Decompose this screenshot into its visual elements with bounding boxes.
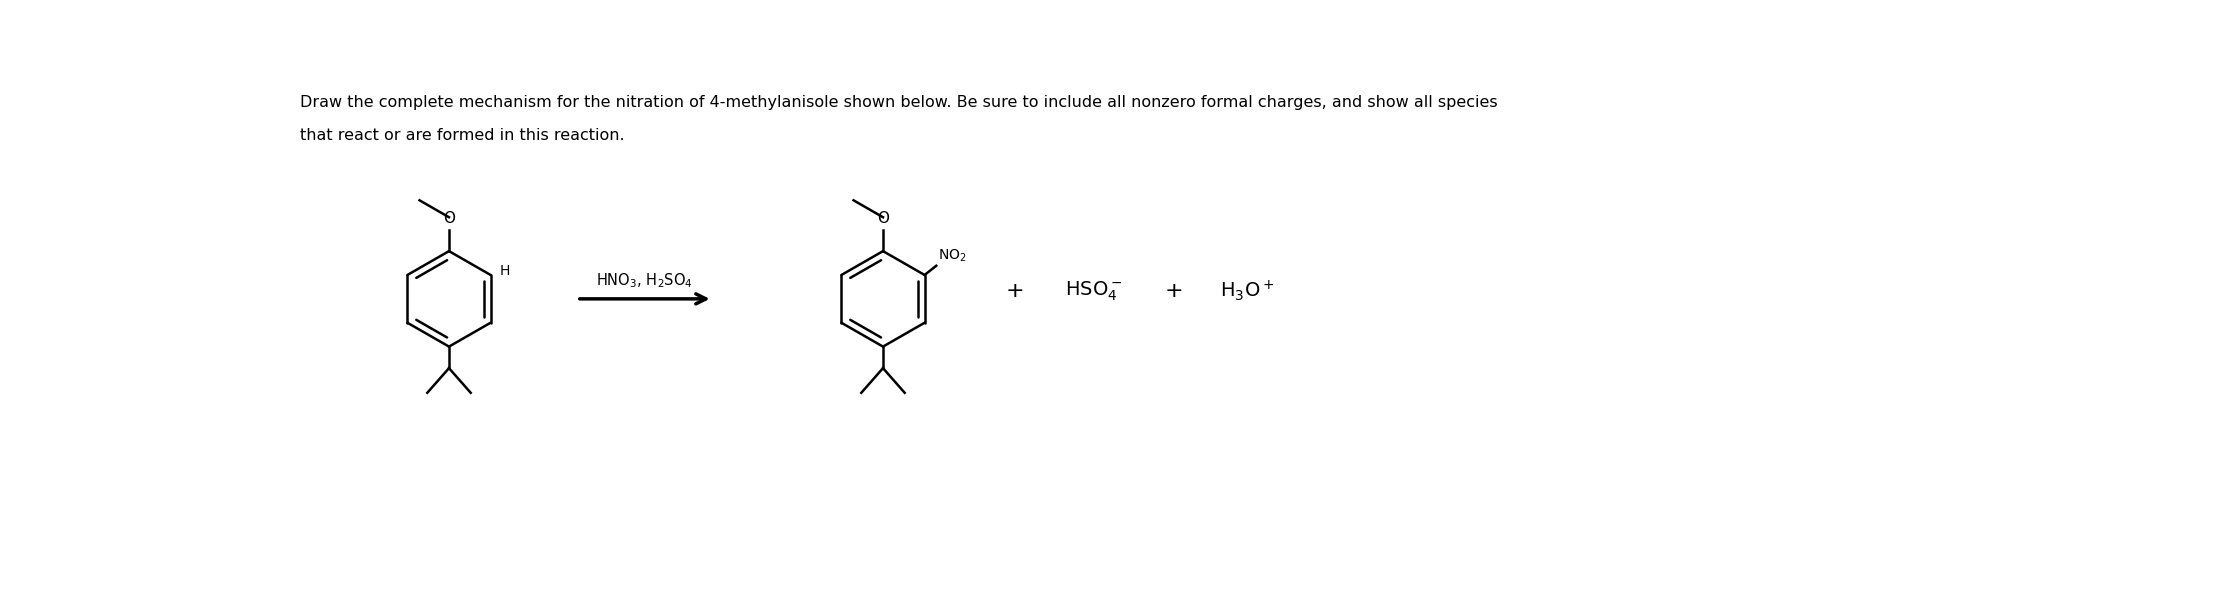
Text: that react or are formed in this reaction.: that react or are formed in this reactio…	[301, 128, 624, 143]
Text: +: +	[1005, 281, 1025, 301]
Text: Draw the complete mechanism for the nitration of 4-methylanisole shown below. Be: Draw the complete mechanism for the nitr…	[301, 95, 1497, 110]
Text: HSO$_4^-$: HSO$_4^-$	[1065, 280, 1123, 303]
Text: NO$_2$: NO$_2$	[938, 248, 967, 264]
Text: H$_3$O$^+$: H$_3$O$^+$	[1221, 279, 1274, 303]
Text: O: O	[878, 211, 889, 226]
Text: +: +	[1165, 281, 1183, 301]
Text: O: O	[443, 211, 455, 226]
Text: HNO$_3$, H$_2$SO$_4$: HNO$_3$, H$_2$SO$_4$	[597, 271, 693, 290]
Text: H: H	[499, 264, 510, 278]
